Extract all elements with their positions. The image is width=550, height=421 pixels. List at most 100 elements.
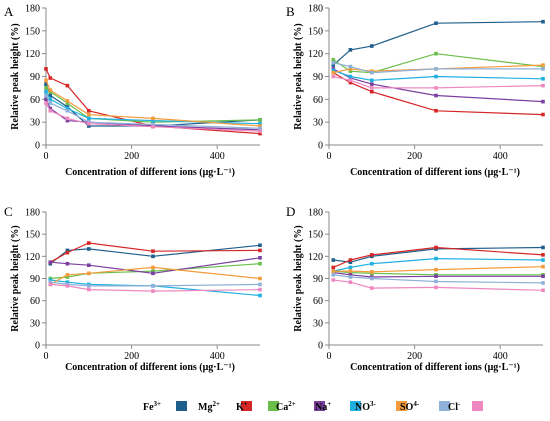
data-point bbox=[541, 245, 545, 250]
y-tick-label: 60 bbox=[313, 95, 323, 106]
data-point bbox=[258, 118, 262, 122]
data-point bbox=[541, 99, 545, 104]
data-point bbox=[151, 122, 155, 127]
y-tick-label: 90 bbox=[313, 72, 323, 83]
y-tick-label: 0 bbox=[318, 341, 323, 352]
x-tick-label: 0 bbox=[327, 151, 332, 162]
data-point bbox=[44, 82, 48, 86]
data-point bbox=[65, 280, 70, 284]
data-point bbox=[87, 263, 91, 267]
series-cl- bbox=[48, 282, 262, 293]
legend-entry-label: NO3- bbox=[355, 400, 377, 413]
legend-entry-label: Fe3+ bbox=[143, 400, 161, 413]
data-point bbox=[44, 101, 48, 105]
data-point bbox=[151, 289, 155, 293]
legend-swatch bbox=[472, 401, 483, 411]
data-point bbox=[87, 112, 91, 117]
series-line bbox=[333, 62, 543, 74]
x-axis-label: Concentration of different ions (μg·L⁻¹) bbox=[65, 167, 235, 178]
data-point bbox=[44, 93, 48, 98]
data-point bbox=[331, 269, 336, 273]
data-point bbox=[258, 129, 262, 134]
data-point bbox=[348, 258, 353, 262]
series-k- bbox=[331, 51, 545, 75]
data-point bbox=[331, 63, 336, 67]
data-point bbox=[48, 280, 53, 284]
data-point bbox=[258, 287, 262, 292]
data-point bbox=[65, 261, 70, 266]
data-point bbox=[348, 78, 353, 83]
data-point bbox=[348, 69, 353, 73]
legend-entry-label: K+ bbox=[236, 400, 248, 413]
data-point bbox=[65, 273, 70, 277]
data-point bbox=[331, 61, 336, 65]
legend-swatch bbox=[241, 401, 252, 411]
data-point bbox=[65, 248, 70, 253]
data-point bbox=[434, 93, 438, 98]
data-point bbox=[541, 63, 545, 67]
data-point bbox=[331, 265, 336, 270]
data-point bbox=[348, 265, 353, 270]
y-tick-label: 30 bbox=[313, 318, 323, 329]
series-ca2- bbox=[48, 256, 262, 276]
series-no3- bbox=[331, 264, 545, 274]
data-point bbox=[48, 93, 53, 98]
series-cl- bbox=[331, 278, 545, 293]
y-tick-label: 120 bbox=[308, 49, 323, 60]
data-point bbox=[65, 83, 70, 88]
legend-swatch bbox=[350, 401, 361, 411]
data-point bbox=[370, 86, 374, 90]
data-point bbox=[258, 131, 262, 136]
data-point bbox=[258, 293, 262, 298]
series-mg2- bbox=[48, 241, 262, 265]
data-point bbox=[48, 278, 53, 282]
data-point bbox=[348, 64, 353, 69]
data-point bbox=[434, 285, 438, 290]
x-tick-label: 200 bbox=[124, 351, 139, 362]
panel-label: B bbox=[286, 4, 295, 19]
data-point bbox=[258, 121, 262, 126]
series-no3- bbox=[44, 78, 262, 128]
data-point bbox=[348, 275, 353, 279]
series-na- bbox=[331, 68, 545, 83]
y-tick-label: 180 bbox=[25, 4, 40, 15]
data-point bbox=[348, 80, 353, 85]
x-tick-label: 200 bbox=[407, 351, 422, 362]
data-point bbox=[541, 258, 545, 262]
data-point bbox=[44, 97, 48, 102]
data-point bbox=[348, 260, 353, 265]
data-point bbox=[434, 108, 438, 113]
y-tick-label: 180 bbox=[308, 4, 323, 15]
legend-entry-label: Cl- bbox=[448, 400, 461, 413]
y-tick-label: 60 bbox=[313, 296, 323, 307]
data-point bbox=[541, 253, 545, 257]
data-point bbox=[434, 51, 438, 56]
data-point bbox=[65, 250, 70, 255]
data-point bbox=[87, 247, 91, 251]
series-line bbox=[50, 242, 261, 263]
data-point bbox=[434, 256, 438, 261]
chart-panel-c: C 0 30 60 90 120 150 180 0 200 400 Relative peak he… bbox=[4, 204, 262, 373]
y-tick-label: 150 bbox=[25, 26, 40, 37]
data-point bbox=[434, 245, 438, 250]
y-tick-label: 120 bbox=[25, 252, 40, 263]
data-point bbox=[151, 254, 155, 259]
data-point bbox=[48, 97, 53, 102]
y-tick-label: 0 bbox=[35, 341, 40, 352]
data-point bbox=[434, 67, 438, 71]
data-point bbox=[434, 21, 438, 26]
data-point bbox=[370, 44, 374, 48]
y-tick-label: 180 bbox=[308, 208, 323, 219]
y-tick-label: 150 bbox=[308, 230, 323, 241]
data-point bbox=[87, 116, 91, 121]
data-point bbox=[434, 74, 438, 79]
data-point bbox=[541, 264, 545, 269]
data-point bbox=[370, 270, 374, 274]
data-point bbox=[258, 256, 262, 260]
data-point bbox=[48, 108, 53, 113]
series-line bbox=[333, 266, 544, 273]
series-cl- bbox=[331, 74, 545, 90]
data-point bbox=[331, 273, 336, 277]
data-point bbox=[258, 124, 262, 128]
data-point bbox=[87, 287, 91, 292]
